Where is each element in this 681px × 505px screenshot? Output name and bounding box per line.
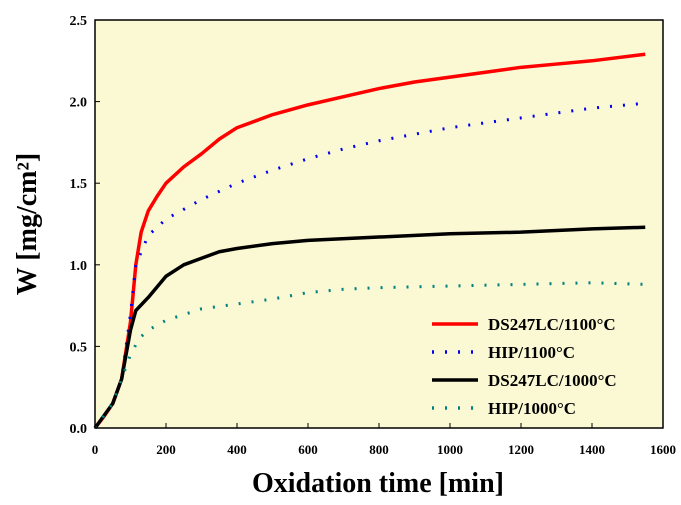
x-tick-label: 600 <box>298 442 318 457</box>
x-tick-label: 1000 <box>437 442 463 457</box>
x-tick-label: 400 <box>227 442 247 457</box>
y-tick-label: 2.5 <box>70 14 88 29</box>
x-tick-label: 800 <box>369 442 389 457</box>
y-tick-label: 0.0 <box>70 422 88 437</box>
x-tick-label: 200 <box>156 442 176 457</box>
y-tick-label: 1.5 <box>70 177 88 192</box>
plot-area <box>95 20 663 428</box>
series-line <box>93 52 646 430</box>
x-tick-label: 1600 <box>650 442 676 457</box>
series-line <box>93 225 646 430</box>
y-axis-label: W [mg/cm²] <box>12 153 43 295</box>
x-axis-label: Oxidation time [min] <box>252 468 504 499</box>
legend-label: HIP/1000°C <box>488 399 576 418</box>
y-tick-label: 2.0 <box>70 96 88 111</box>
legend-label: HIP/1100°C <box>488 343 575 362</box>
x-tick-label: 1400 <box>579 442 605 457</box>
plot-frame <box>94 19 664 429</box>
x-tick-label: 0 <box>92 442 99 457</box>
legend-label: DS247LC/1100°C <box>488 315 616 334</box>
y-tick-label: 1.0 <box>70 259 88 274</box>
series-line <box>93 101 646 429</box>
legend-label: DS247LC/1000°C <box>488 371 617 390</box>
x-tick-label: 1200 <box>508 442 534 457</box>
y-tick-label: 0.5 <box>70 340 88 355</box>
